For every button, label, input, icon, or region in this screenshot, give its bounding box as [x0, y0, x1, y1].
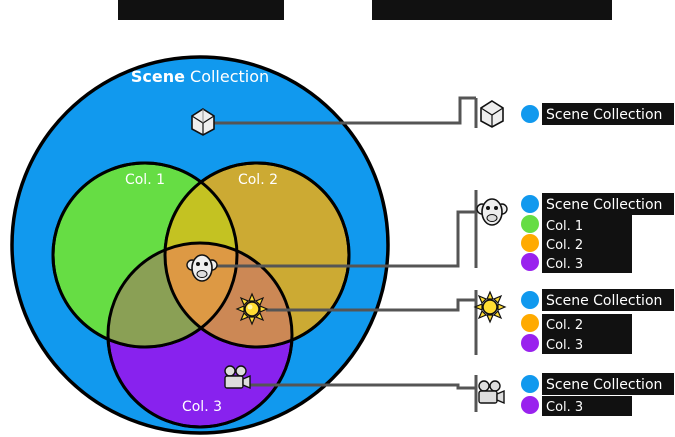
- col-2-outline: [163, 161, 351, 349]
- legend-dot-scene: [521, 105, 539, 123]
- connector-camera: [250, 383, 476, 390]
- scene-collection-label-bold: Scene: [131, 67, 185, 86]
- legend-label-box: [542, 234, 632, 254]
- col-3-label: Col. 3: [182, 399, 222, 415]
- legend-sun-light-icon: [473, 290, 507, 324]
- legend-icosphere-icon: [480, 100, 504, 128]
- scene-collection-label: Scene Collection: [131, 67, 269, 86]
- col-3-outline: [106, 241, 294, 429]
- connector-monkey: [216, 210, 476, 268]
- legend-dot-col2: [521, 314, 539, 332]
- legend-dot-col2: [521, 234, 539, 252]
- legend-label-box: [542, 103, 674, 125]
- legend-dot-col1: [521, 215, 539, 233]
- title-bar-left: [118, 0, 284, 20]
- col-1-outline: [51, 161, 239, 349]
- legend-group-sun: Scene Collection Col. 2 Col. 3: [521, 289, 674, 354]
- legend-label-box: [542, 289, 674, 311]
- legend-label-box: [542, 373, 674, 395]
- legend-label: Scene Collection: [546, 197, 662, 213]
- legend-label-box: [542, 314, 632, 334]
- legend-label: Col. 1: [546, 219, 583, 234]
- sun-light-icon: [235, 292, 269, 326]
- legend-label-box: [542, 193, 674, 215]
- legend-monkey-head-icon: [476, 198, 508, 226]
- camera-icon: [224, 365, 251, 390]
- legend-label: Col. 3: [546, 257, 583, 272]
- legend-group-monkey: Scene Collection Col. 1 Col. 2 Col. 3: [521, 193, 674, 273]
- legend-label: Scene Collection: [546, 107, 662, 123]
- legend-group-icosphere: Scene Collection: [521, 103, 674, 125]
- legend-group-camera: Scene Collection Col. 3: [521, 373, 674, 416]
- legend-label-box: [542, 334, 632, 354]
- legend-dot-col3: [521, 334, 539, 352]
- legend-dot-col3: [521, 253, 539, 271]
- legend-label: Scene Collection: [546, 377, 662, 393]
- connector-icosphere: [214, 96, 476, 125]
- legend-label-box: [542, 215, 632, 235]
- legend-label: Col. 3: [546, 338, 583, 353]
- icosphere-icon: [191, 108, 215, 136]
- legend-label-box: [542, 253, 632, 273]
- legend-label: Col. 2: [546, 318, 583, 333]
- monkey-head-icon: [186, 254, 218, 282]
- legend-label: Col. 3: [546, 400, 583, 415]
- col-2-label: Col. 2: [238, 172, 278, 188]
- connector-sun: [266, 298, 476, 312]
- legend-label: Scene Collection: [546, 293, 662, 309]
- legend-camera-icon: [478, 380, 505, 405]
- col-1-label: Col. 1: [125, 172, 165, 188]
- legend-label-box: [542, 396, 632, 416]
- legend-dot-col3: [521, 396, 539, 414]
- legend-dot-scene: [521, 375, 539, 393]
- title-bar-right: [372, 0, 612, 20]
- legend-dot-scene: [521, 291, 539, 309]
- legend-label: Col. 2: [546, 238, 583, 253]
- scene-collection-label-rest: Collection: [185, 67, 269, 86]
- legend-dot-scene: [521, 195, 539, 213]
